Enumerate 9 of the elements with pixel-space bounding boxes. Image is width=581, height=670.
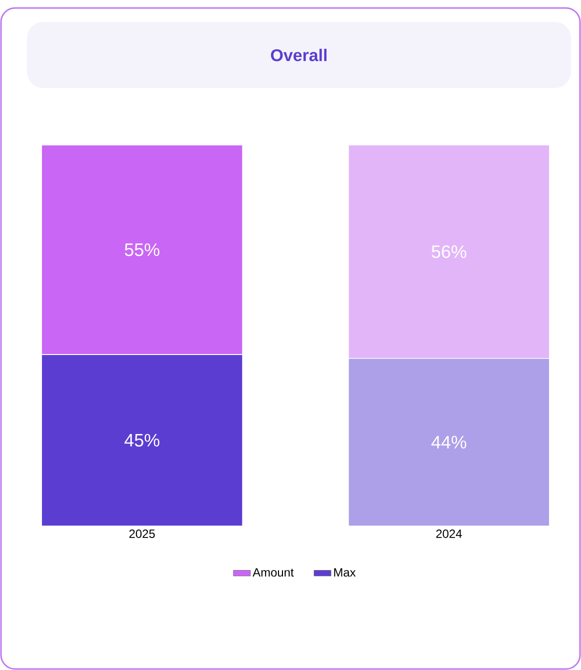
data-label: 55% [124,243,160,256]
data-label: 44% [431,436,466,448]
data-label: 45% [124,434,160,447]
x-tick-label: 2025 [129,530,155,538]
data-label: 56% [432,245,466,258]
x-tick-label: 2024 [436,530,462,538]
legend-label: Max [334,568,356,577]
legend-label: Amount [252,568,294,577]
chart-title: Overall [270,48,327,62]
